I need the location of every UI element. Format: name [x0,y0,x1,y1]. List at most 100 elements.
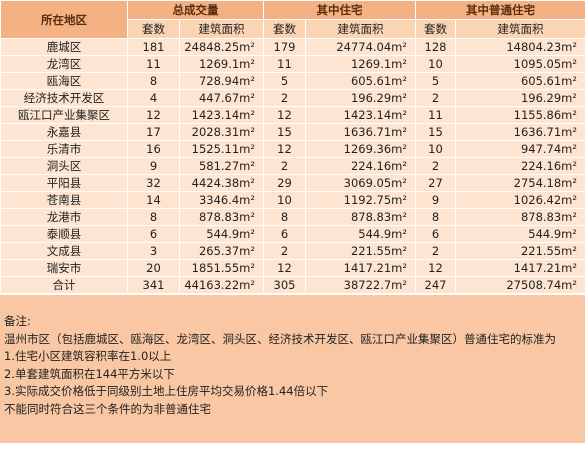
value-cell: 581.27m² [179,157,264,175]
corner-header: 所在地区 [0,0,128,39]
value-cell: 878.83m² [305,208,416,226]
value-cell: 1417.21m² [305,259,416,277]
value-cell: 16 [127,140,180,158]
value-cell: 6 [263,225,306,243]
region-cell: 平阳县 [0,174,128,192]
value-cell: 1269.1m² [305,55,416,73]
value-cell: 878.83m² [455,208,585,226]
group-header: 其中普通住宅 [415,0,585,20]
table-row: 苍南县 14 3346.4m² 10 1192.75m² 9 1026.42m² [0,191,585,209]
table-row: 瑞安市 20 1851.55m² 12 1417.21m² 12 1417.21m² [0,259,585,277]
data-table: 所在地区 总成交量 其中住宅 其中普通住宅 套数 建筑面积 套数 建筑面积 套数 建筑面积 鹿城… [0,0,585,294]
sub-header: 套数 [263,19,306,39]
note-line: 2.单套建筑面积在144平方米以下 [4,366,175,381]
value-cell: 196.29m² [455,89,585,107]
note-line: 3.实际成交价格低于同级别土地上住房平均交易价格1.44倍以下 [4,384,329,398]
value-cell: 179 [263,38,306,56]
value-cell: 1423.14m² [305,106,416,124]
value-cell: 9 [415,191,456,209]
value-cell: 3069.05m² [305,174,416,192]
table-row: 鹿城区 181 24848.25m² 179 24774.04m² 128 14804.23… [0,38,585,56]
value-cell: 1851.55m² [179,259,264,277]
note-line: 1.住宅小区建筑容积率在1.0以上 [4,349,172,363]
region-cell: 经济技术开发区 [0,89,128,107]
value-cell: 12 [263,140,306,158]
value-cell: 128 [415,38,456,56]
value-cell: 728.94m² [179,72,264,90]
value-cell: 544.9m² [305,225,416,243]
region-cell: 洞头区 [0,157,128,175]
value-cell: 17 [127,123,180,141]
value-cell: 2 [263,242,306,260]
value-cell: 341 [127,276,180,294]
table-row: 平阳县 32 4424.38m² 29 3069.05m² 27 2754.18m² [0,174,585,192]
region-cell: 泰顺县 [0,225,128,243]
value-cell: 32 [127,174,180,192]
value-cell: 605.61m² [455,72,585,90]
value-cell: 447.67m² [179,89,264,107]
sub-header: 建筑面积 [305,19,416,39]
table-row: 永嘉县 17 2028.31m² 15 1636.71m² 15 1636.71m² [0,123,585,141]
table-row: 龙港市 8 878.83m² 8 878.83m² 8 878.83m² [0,208,585,226]
value-cell: 544.9m² [179,225,264,243]
value-cell: 605.61m² [305,72,416,90]
value-cell: 4424.38m² [179,174,264,192]
region-cell: 瓯江口产业集聚区 [0,106,128,124]
table-row: 文成县 3 265.37m² 2 221.55m² 2 221.55m² [0,242,585,260]
value-cell: 12 [415,259,456,277]
group-header: 其中住宅 [263,0,416,20]
value-cell: 2 [415,157,456,175]
value-cell: 3 [127,242,180,260]
value-cell: 1636.71m² [455,123,585,141]
value-cell: 10 [263,191,306,209]
value-cell: 8 [415,208,456,226]
value-cell: 2 [263,157,306,175]
value-cell: 1026.42m² [455,191,585,209]
value-cell: 27 [415,174,456,192]
value-cell: 4 [127,89,180,107]
value-cell: 38722.7m² [305,276,416,294]
value-cell: 224.16m² [455,157,585,175]
value-cell: 2 [415,89,456,107]
value-cell: 224.16m² [305,157,416,175]
table-row: 龙湾区 11 1269.1m² 11 1269.1m² 10 1095.05m² [0,55,585,73]
value-cell: 11 [415,106,456,124]
value-cell: 1525.11m² [179,140,264,158]
table-row: 泰顺县 6 544.9m² 6 544.9m² 6 544.9m² [0,225,585,243]
region-cell: 乐清市 [0,140,128,158]
table-row: 瓯海区 8 728.94m² 5 605.61m² 5 605.61m² [0,72,585,90]
value-cell: 247 [415,276,456,294]
value-cell: 10 [415,55,456,73]
value-cell: 15 [263,123,306,141]
value-cell: 12 [263,106,306,124]
value-cell: 1269.36m² [305,140,416,158]
value-cell: 221.55m² [305,242,416,260]
value-cell: 5 [415,72,456,90]
region-cell: 鹿城区 [0,38,128,56]
table-row: 经济技术开发区 4 447.67m² 2 196.29m² 2 196.29m² [0,89,585,107]
value-cell: 44163.22m² [179,276,264,294]
region-cell: 龙港市 [0,208,128,226]
value-cell: 544.9m² [455,225,585,243]
table-row: 瓯江口产业集聚区 12 1423.14m² 12 1423.14m² 11 1155.86m… [0,106,585,124]
value-cell: 24774.04m² [305,38,416,56]
value-cell: 181 [127,38,180,56]
value-cell: 1423.14m² [179,106,264,124]
value-cell: 20 [127,259,180,277]
note-line: 不能同时符合这三个条件的为非普通住宅 [4,401,211,416]
table-head: 所在地区 总成交量 其中住宅 其中普通住宅 套数 建筑面积 套数 建筑面积 套数 建筑面积 [0,0,585,39]
value-cell: 8 [127,208,180,226]
value-cell: 1095.05m² [455,55,585,73]
value-cell: 878.83m² [179,208,264,226]
region-cell: 永嘉县 [0,123,128,141]
region-cell: 龙湾区 [0,55,128,73]
value-cell: 2754.18m² [455,174,585,192]
table-row: 洞头区 9 581.27m² 2 224.16m² 2 224.16m² [0,157,585,175]
value-cell: 947.74m² [455,140,585,158]
value-cell: 12 [263,259,306,277]
region-cell: 文成县 [0,242,128,260]
notes: 备注: 温州市区（包括鹿城区、瓯海区、龙湾区、洞头区、经济技术开发区、瓯江口产业… [0,294,585,443]
value-cell: 1269.1m² [179,55,264,73]
value-cell: 221.55m² [455,242,585,260]
value-cell: 27508.74m² [455,276,585,294]
